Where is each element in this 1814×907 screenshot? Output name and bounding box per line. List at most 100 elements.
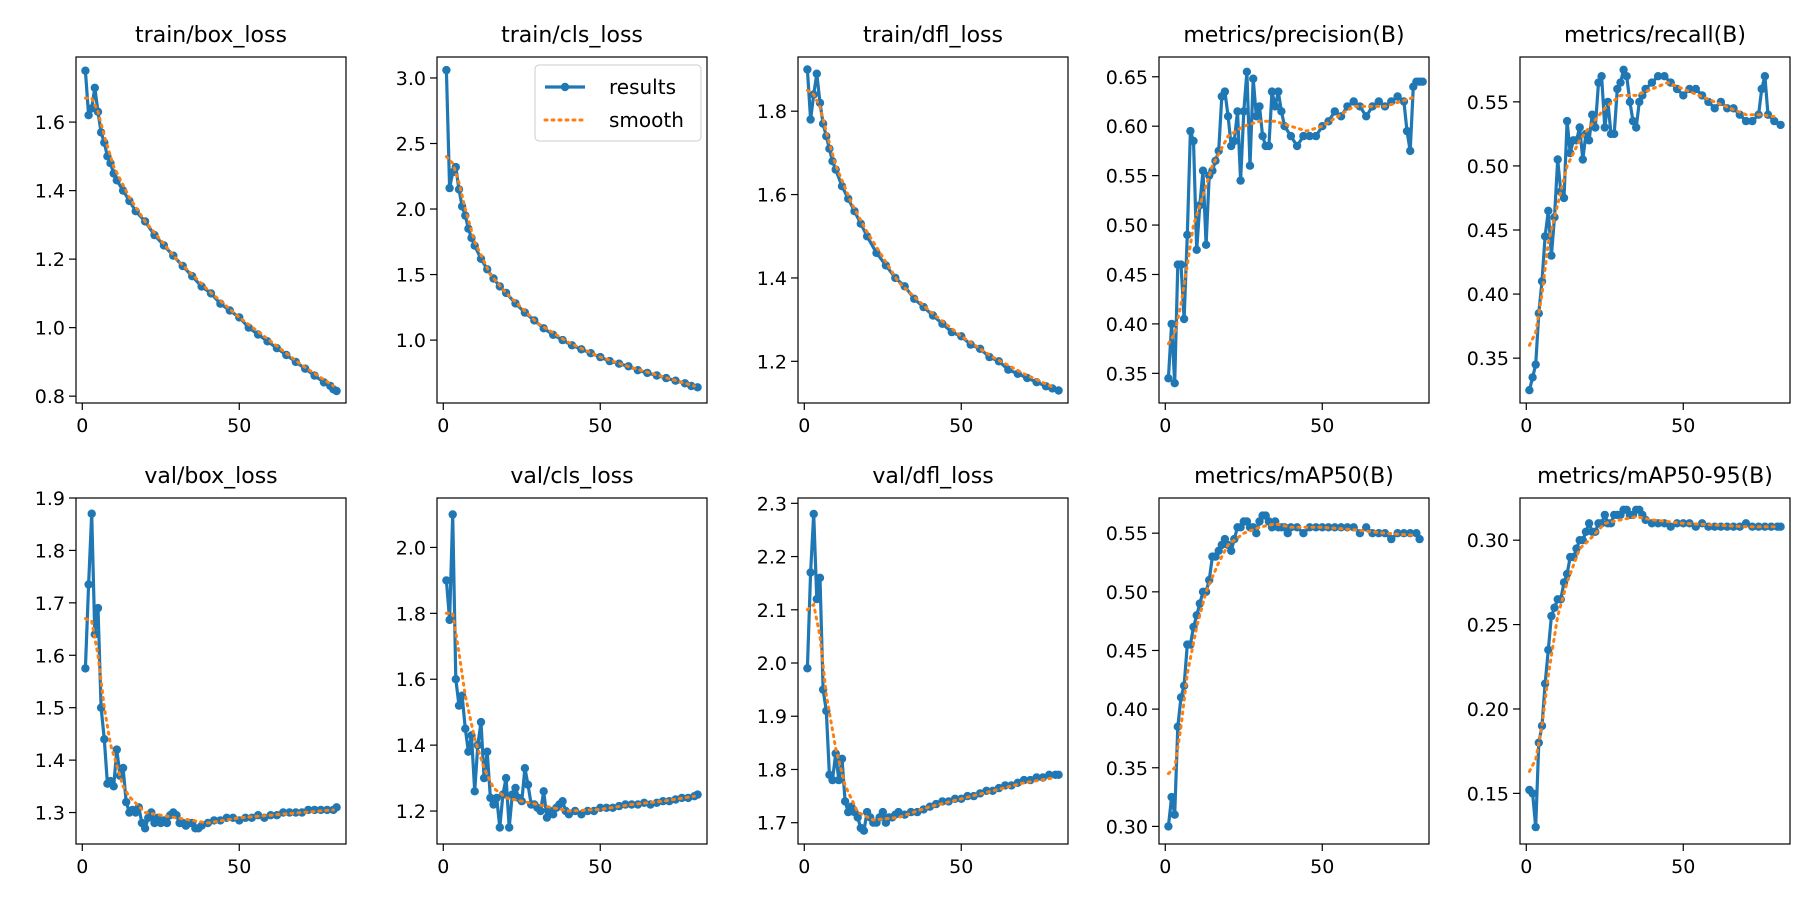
results-point [1406,146,1415,156]
results-point [1176,260,1186,269]
y-tick-label: 2.0 [396,199,426,221]
results-point [1776,522,1785,531]
y-tick-label: 3.0 [396,68,426,90]
results-point [539,787,548,796]
results-point [1239,107,1249,116]
results-point [1600,510,1610,520]
x-tick-label: 50 [227,415,251,437]
x-tick-label: 50 [227,856,251,878]
plot-area [81,66,341,396]
results-point [1597,72,1606,81]
results-point [1277,107,1286,116]
axes-frame [797,56,1069,404]
results-point [1393,92,1402,101]
smooth-series-line [1527,515,1779,773]
results-series-line [1166,70,1423,385]
chart-title: val/box_loss [144,464,277,489]
results-point [483,747,492,756]
results-point [1610,129,1619,139]
y-tick-label: 0.45 [1106,640,1148,662]
plot-area [1525,65,1785,395]
results-point [840,797,850,806]
plot-area [442,510,702,832]
results-point [1588,110,1597,119]
chart-title: train/dfl_loss [863,23,1003,48]
results-point [1562,569,1572,579]
smooth-series-line [444,611,696,813]
x-tick-label: 0 [798,415,810,437]
results-point [1355,102,1365,111]
results-point [93,603,103,613]
results-point [1164,374,1173,383]
results-point [1255,102,1264,111]
y-tick-label: 2.0 [757,653,787,675]
results-point [1330,107,1340,116]
results-point [81,66,90,75]
y-tick-label: 1.3 [35,803,65,825]
y-tick-label: 1.0 [396,330,426,352]
results-point [1054,770,1063,779]
results-point [1776,120,1785,130]
results-point [442,576,451,585]
chart-title: metrics/recall(B) [1564,23,1746,48]
results-point [1525,386,1534,395]
results-point [1679,91,1688,100]
x-tick-label: 0 [76,415,88,437]
results-point [109,782,118,791]
axes-frame [1158,56,1430,404]
results-point [118,186,128,195]
y-tick-label: 1.2 [757,351,787,373]
results-point [1660,72,1669,81]
results-point [1528,373,1537,382]
y-tick-label: 2.0 [396,537,426,559]
results-point [1760,72,1770,81]
y-tick-label: 1.5 [396,265,426,287]
y-tick-label: 1.4 [396,735,426,757]
results-point [1666,522,1675,531]
y-tick-label: 0.8 [35,386,65,408]
results-point [1547,251,1556,260]
chart-panel-6: val/box_loss 1.3 1.4 1.5 1.6 1.7 1.8 1.9 0 50 [35,464,347,878]
results-point [1544,645,1553,655]
axes-frame [797,497,1069,845]
results-point [1632,123,1641,132]
y-tick-label: 1.4 [757,268,787,290]
results-point [1547,611,1556,621]
results-point [1619,65,1628,75]
results-point [291,808,300,817]
y-tick-label: 1.6 [757,185,787,207]
y-tick-label: 2.1 [757,600,787,622]
results-point [1267,87,1277,96]
results-series-line [805,69,1060,393]
chart-title: train/cls_loss [501,23,643,48]
results-point [1362,523,1371,532]
legend-results-label: results [609,75,676,99]
x-tick-label: 50 [1671,856,1695,878]
results-point [476,717,486,727]
results-point [511,783,520,793]
x-tick-label: 50 [1310,856,1334,878]
y-tick-label: 0.15 [1467,783,1509,805]
results-point [486,793,495,803]
results-point [1613,84,1622,94]
plot-area [1525,505,1785,832]
x-tick-label: 0 [1520,856,1532,878]
plot-area [1164,511,1424,831]
results-point [1167,319,1176,329]
chart-panel-5: metrics/recall(B) 0.35 0.40 0.45 0.50 0.55 0 50 [1467,23,1791,437]
y-tick-label: 1.7 [35,593,65,615]
results-point [1402,126,1412,136]
y-tick-label: 1.8 [757,101,787,123]
results-point [1584,136,1594,145]
results-point [1305,131,1314,141]
chart-title: metrics/mAP50-95(B) [1537,464,1773,489]
results-point [536,806,545,816]
results-series-line [1166,513,1422,827]
y-tick-label: 1.4 [35,750,65,772]
smooth-series-line [805,601,1057,822]
results-point [1635,97,1644,107]
results-point [1220,87,1230,96]
results-point [263,337,272,346]
y-tick-label: 1.4 [35,181,65,203]
results-point [558,797,567,806]
